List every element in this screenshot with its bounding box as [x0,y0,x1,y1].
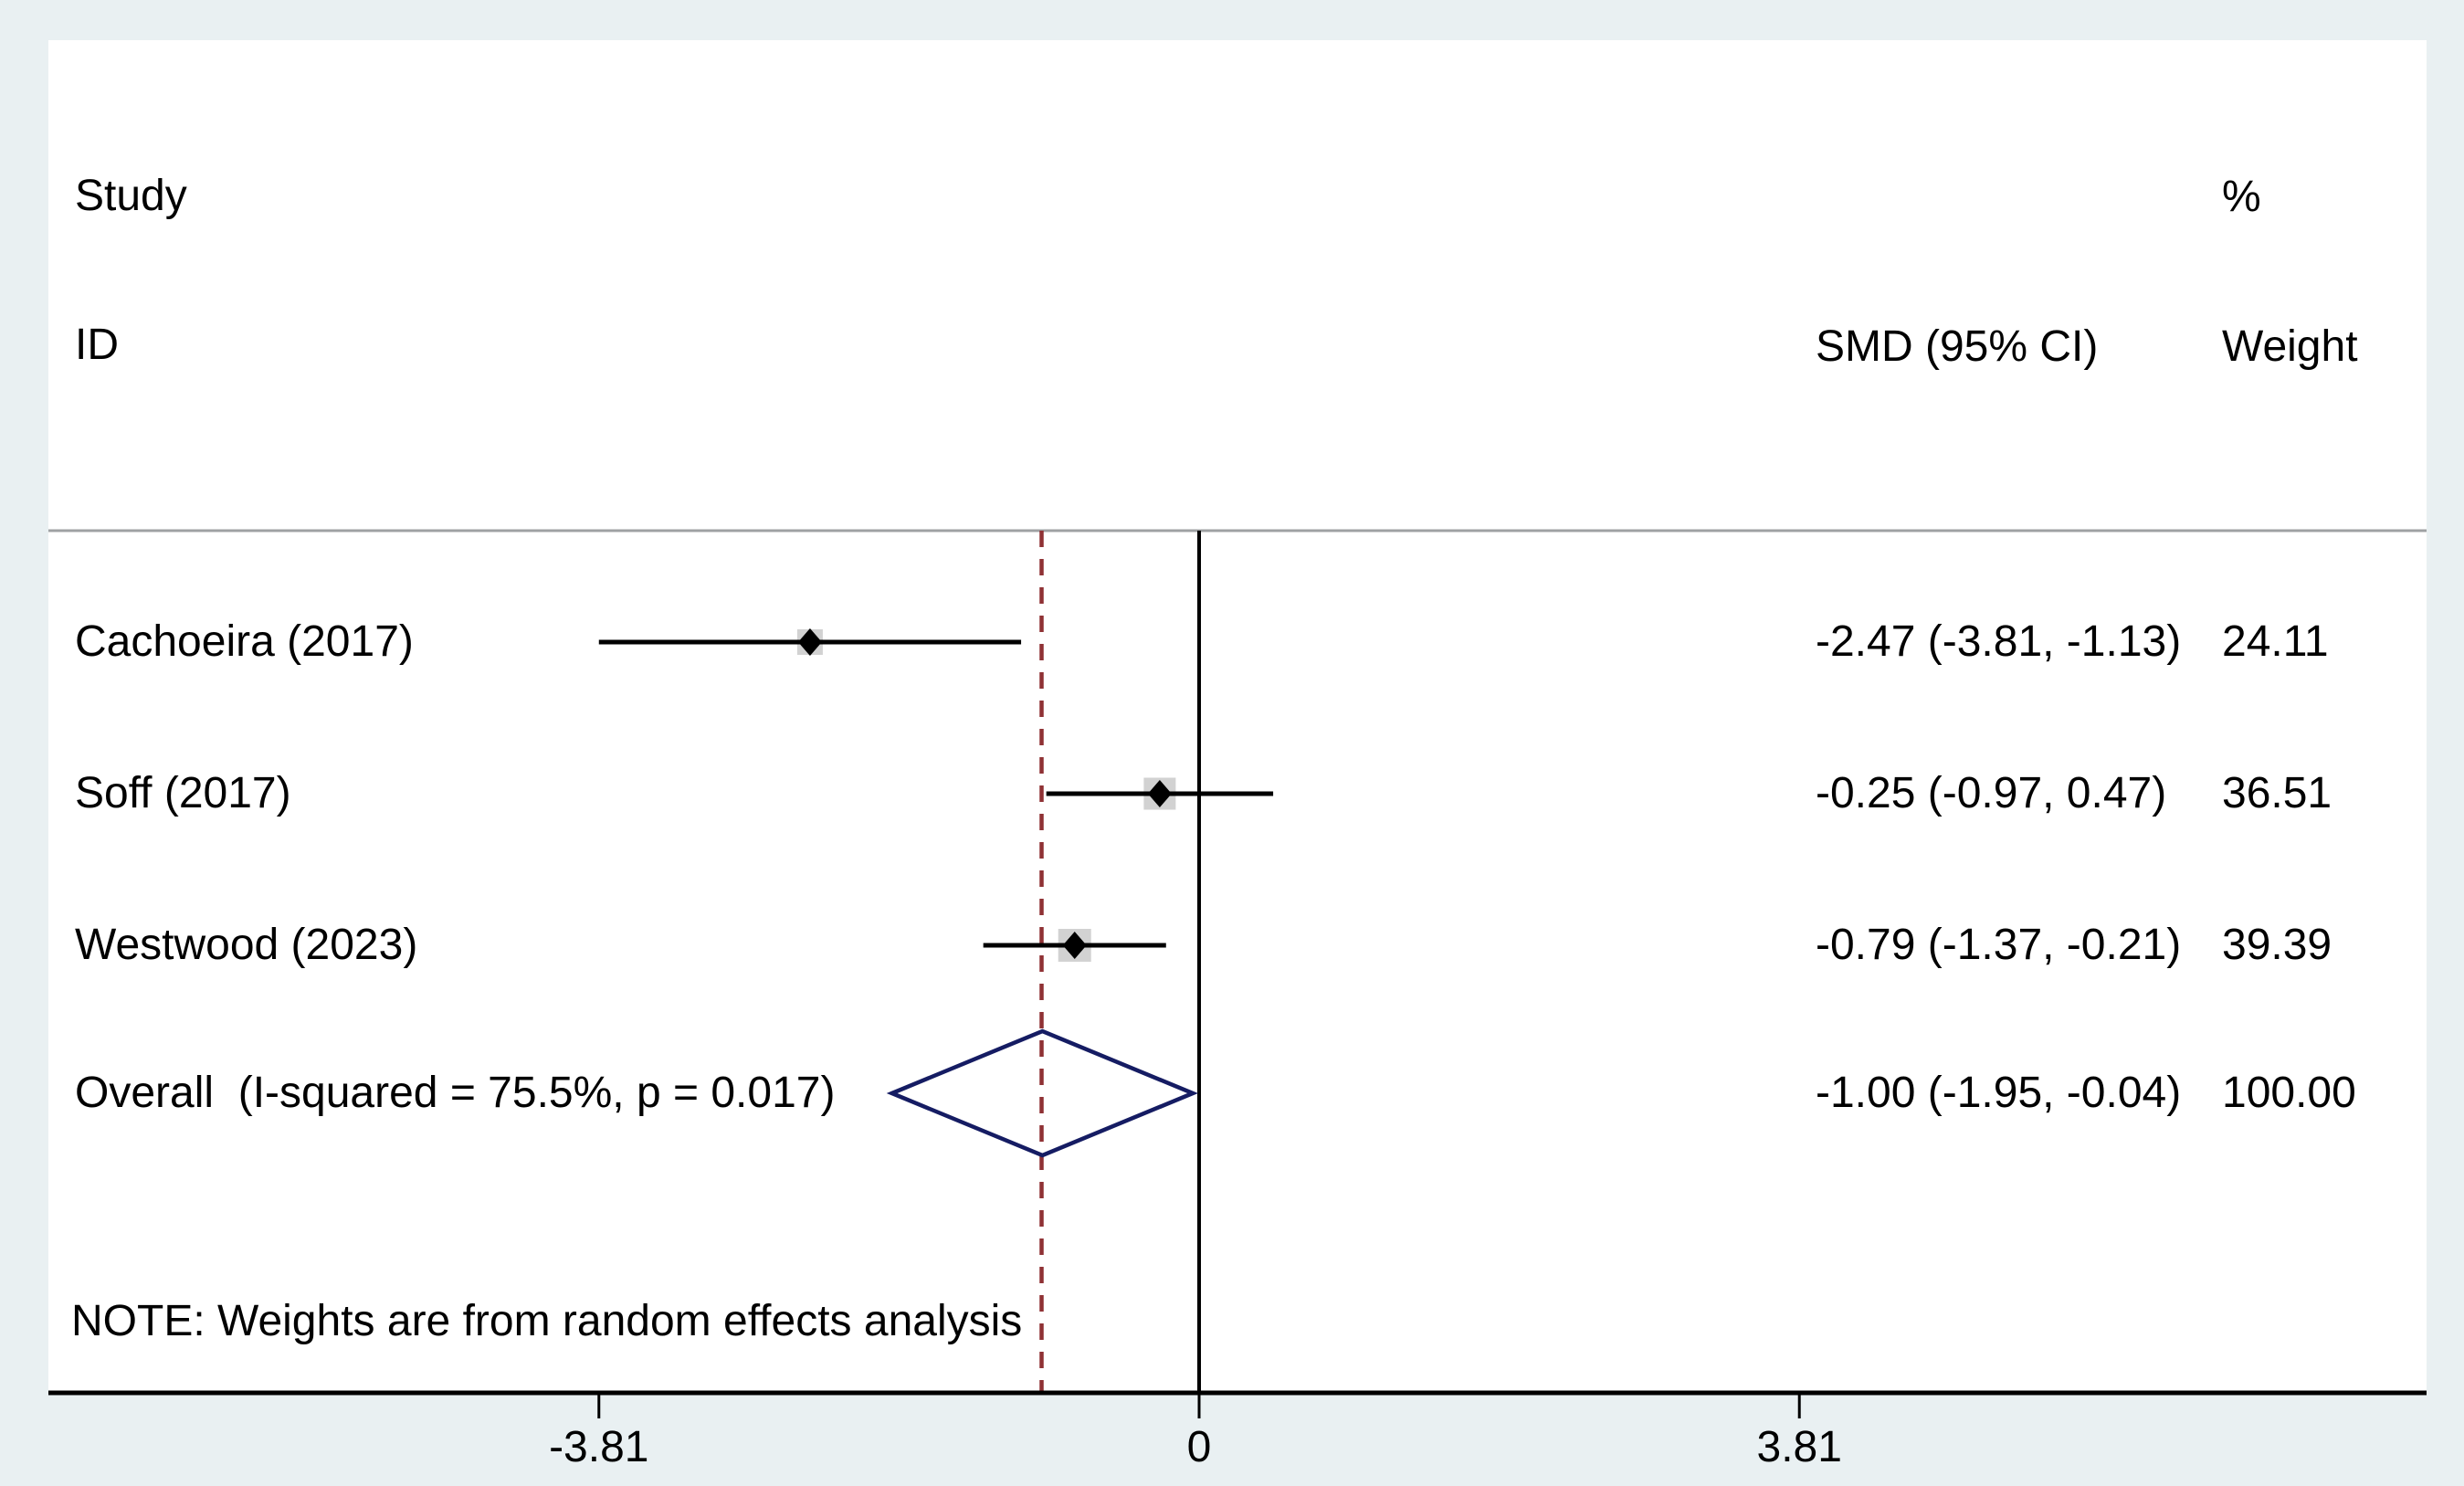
study-label: Soff (2017) [75,769,291,817]
overall-weight-text: 100.00 [2222,1069,2356,1117]
study-smd-text: -0.79 (-1.37, -0.21) [1816,921,2182,969]
effect-marker [1147,780,1172,807]
effect-marker [1062,932,1087,959]
overall-smd-text: -1.00 (-1.95, -0.04) [1816,1069,2182,1117]
header-smd-ci: SMD (95% CI) [1816,322,2099,371]
overall-diamond [886,1028,1198,1158]
header-id: ID [75,321,119,369]
plot-area [48,40,2427,1393]
x-axis-tick-label: 3.81 [1756,1423,1842,1471]
study-smd-text: -2.47 (-3.81, -1.13) [1816,617,2182,666]
overall-label: Overall (I-squared = 75.5%, p = 0.017) [75,1069,836,1117]
x-axis-tick-label: 0 [1186,1423,1212,1471]
study-weight-text: 24.11 [2222,617,2329,666]
study-smd-text: -0.25 (-0.97, 0.47) [1816,769,2167,817]
study-weight-text: 39.39 [2222,921,2332,969]
x-axis-tick-label: -3.81 [549,1423,649,1471]
study-label: Westwood (2023) [75,921,418,969]
note-text: NOTE: Weights are from random effects an… [71,1297,1023,1345]
study-weight-text: 36.51 [2222,769,2332,817]
study-label: Cachoeira (2017) [75,617,414,666]
header-study: Study [75,172,187,220]
header-percent: % [2222,173,2261,221]
effect-marker [797,628,822,656]
header-weight: Weight [2222,322,2358,371]
